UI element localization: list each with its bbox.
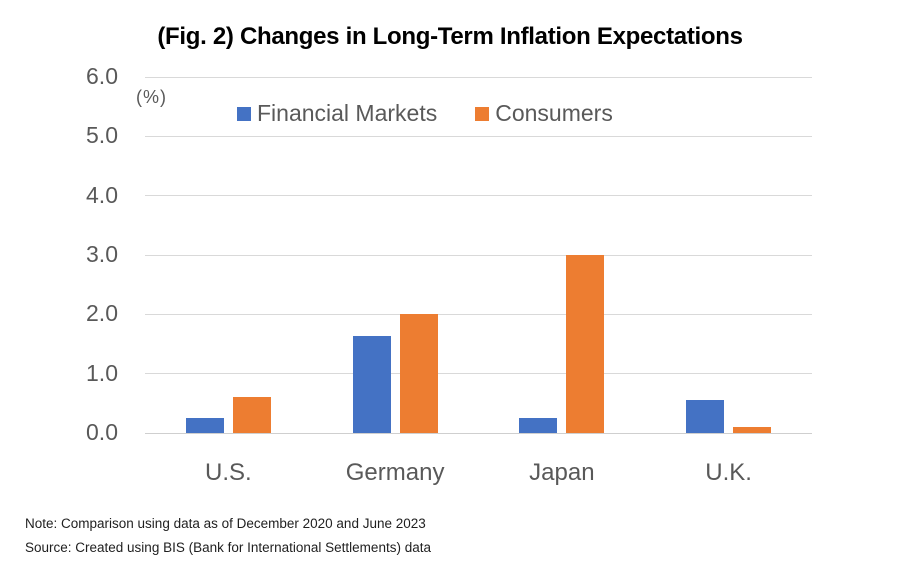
y-tick-label: 4.0 xyxy=(86,181,118,208)
y-tick-label: 2.0 xyxy=(86,300,118,327)
x-axis-label-u-k: U.K. xyxy=(705,459,752,486)
bar-consumers-u-s xyxy=(232,397,271,433)
gridline xyxy=(145,432,812,434)
note-text: Note: Comparison using data as of Decemb… xyxy=(25,516,426,531)
bar-consumers-u-k xyxy=(733,427,772,433)
gridline xyxy=(145,135,812,137)
chart-legend: Financial Markets Consumers xyxy=(237,100,613,127)
x-axis-label-u-s: U.S. xyxy=(205,459,252,486)
gridline xyxy=(145,313,812,315)
bar-consumers-germany xyxy=(399,314,438,433)
legend-swatch-icon xyxy=(237,106,251,121)
bar-financial-markets-germany xyxy=(352,336,391,433)
bar-financial-markets-u-s xyxy=(185,418,224,433)
legend-label: Consumers xyxy=(495,100,613,126)
bar-consumers-japan xyxy=(566,255,605,433)
x-axis-label-japan: Japan xyxy=(529,459,595,486)
y-tick-label: 6.0 xyxy=(86,63,118,89)
gridline xyxy=(145,195,812,197)
bar-financial-markets-japan xyxy=(519,418,558,433)
legend-item-financial-markets: Financial Markets xyxy=(237,100,437,127)
chart-title: (Fig. 2) Changes in Long-Term Inflation … xyxy=(157,23,743,50)
legend-item-consumers: Consumers xyxy=(475,100,613,127)
gridline xyxy=(145,254,812,256)
y-tick-label: 5.0 xyxy=(86,122,118,149)
y-tick-label: 1.0 xyxy=(86,359,118,386)
source-text: Source: Created using BIS (Bank for Inte… xyxy=(25,540,431,555)
y-tick-label: 0.0 xyxy=(86,419,118,445)
gridline xyxy=(145,76,812,78)
y-tick-label: 3.0 xyxy=(86,241,118,267)
x-axis-label-germany: Germany xyxy=(345,459,445,486)
legend-swatch-icon xyxy=(475,106,490,121)
bar-financial-markets-u-k xyxy=(686,400,725,433)
gridline xyxy=(145,373,812,375)
legend-label: Financial Markets xyxy=(257,100,438,126)
y-axis-unit-label: (%) xyxy=(136,87,167,107)
